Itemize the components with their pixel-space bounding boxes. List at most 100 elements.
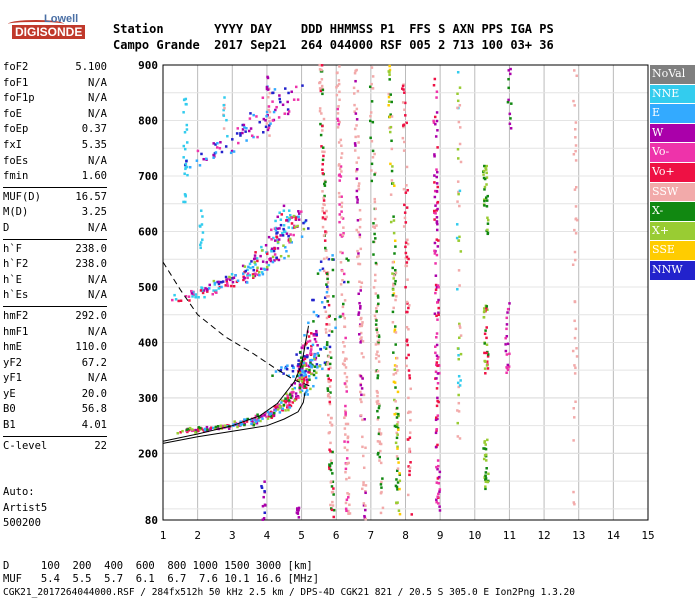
echo-point — [267, 108, 271, 112]
echo-point — [507, 365, 511, 368]
echo-point — [287, 91, 290, 95]
echo-point — [404, 221, 408, 224]
echo-point — [407, 396, 410, 400]
echo-point — [328, 329, 331, 333]
echo-point — [435, 428, 438, 431]
echo-point — [395, 416, 399, 419]
echo-point — [400, 87, 404, 90]
echo-point — [396, 390, 400, 394]
echo-point — [338, 98, 341, 102]
echo-point — [256, 135, 259, 139]
echo-point — [215, 289, 218, 292]
echo-point — [308, 339, 312, 343]
param-key: hmE — [3, 341, 22, 354]
echo-point — [370, 179, 374, 183]
echo-point — [310, 364, 313, 368]
echo-point — [316, 314, 320, 318]
echo-point — [395, 436, 399, 440]
x-tick-label: 1 — [160, 529, 167, 542]
y-tick-label: 200 — [138, 447, 158, 460]
echo-point — [330, 461, 333, 465]
echo-point — [435, 228, 439, 232]
echo-point — [436, 355, 440, 359]
echo-point — [328, 467, 331, 471]
echo-point — [391, 272, 394, 275]
echo-point — [256, 417, 259, 421]
echo-point — [217, 280, 220, 284]
echo-point — [292, 390, 295, 394]
echo-point — [271, 91, 275, 95]
echo-point — [405, 325, 409, 329]
echo-point — [241, 272, 245, 275]
y-tick-label: 800 — [138, 114, 158, 127]
param-row: foEs N/A — [3, 154, 107, 170]
echo-point — [484, 478, 487, 481]
echo-point — [226, 284, 230, 288]
echo-point — [200, 223, 204, 226]
echo-point — [369, 114, 372, 118]
true-height-curve — [162, 392, 306, 444]
echo-point — [459, 334, 463, 337]
echo-point — [286, 219, 289, 222]
echo-point — [328, 400, 332, 404]
echo-point — [354, 135, 357, 139]
echo-point — [337, 79, 341, 82]
echo-point — [485, 176, 489, 179]
echo-point — [485, 305, 489, 308]
echo-point — [381, 506, 385, 510]
echo-point — [329, 379, 332, 382]
legend-item: X- — [650, 202, 695, 221]
echo-point — [405, 310, 408, 314]
param-separator — [3, 186, 107, 188]
echo-point — [484, 372, 487, 375]
echo-point — [322, 257, 326, 261]
echo-point — [277, 258, 281, 262]
echo-point — [192, 293, 195, 296]
echo-point — [456, 180, 460, 183]
echo-point — [354, 144, 357, 147]
echo-point — [508, 302, 511, 305]
param-key: yE — [3, 387, 16, 400]
echo-point — [212, 142, 215, 145]
echo-point — [573, 250, 577, 254]
echo-point — [575, 347, 578, 350]
echo-point — [359, 337, 362, 341]
file-footer: CGK21_2017264044000.RSF / 284fx512h 50 k… — [3, 587, 575, 598]
echo-point — [295, 511, 299, 514]
echo-point — [340, 210, 343, 213]
echo-point — [484, 487, 487, 491]
echo-point — [274, 370, 278, 373]
echo-point — [486, 216, 489, 220]
echo-point — [404, 191, 408, 194]
echo-point — [287, 254, 290, 258]
echo-point — [182, 144, 186, 148]
echo-point — [266, 88, 270, 91]
echo-point — [355, 189, 359, 193]
echo-point — [572, 99, 575, 103]
echo-point — [318, 109, 322, 113]
echo-point — [312, 310, 316, 314]
param-value: N/A — [88, 372, 107, 385]
echo-point — [357, 184, 360, 188]
echo-point — [255, 421, 259, 425]
echo-point — [504, 349, 508, 353]
echo-point — [177, 299, 180, 303]
echo-point — [390, 100, 393, 104]
echo-point — [391, 321, 395, 324]
echo-point — [574, 128, 577, 131]
echo-point — [356, 219, 360, 222]
echo-point — [393, 398, 396, 402]
echo-point — [252, 135, 255, 139]
echo-point — [315, 314, 318, 317]
echo-point — [283, 230, 287, 234]
echo-point — [394, 245, 397, 248]
echo-point — [506, 368, 510, 372]
echo-point — [269, 412, 273, 415]
echo-point — [408, 473, 411, 477]
echo-point — [318, 87, 322, 90]
echo-point — [363, 417, 366, 421]
echo-point — [432, 209, 436, 213]
echo-point — [360, 336, 363, 339]
echo-point — [344, 433, 347, 436]
echo-point — [329, 441, 332, 445]
